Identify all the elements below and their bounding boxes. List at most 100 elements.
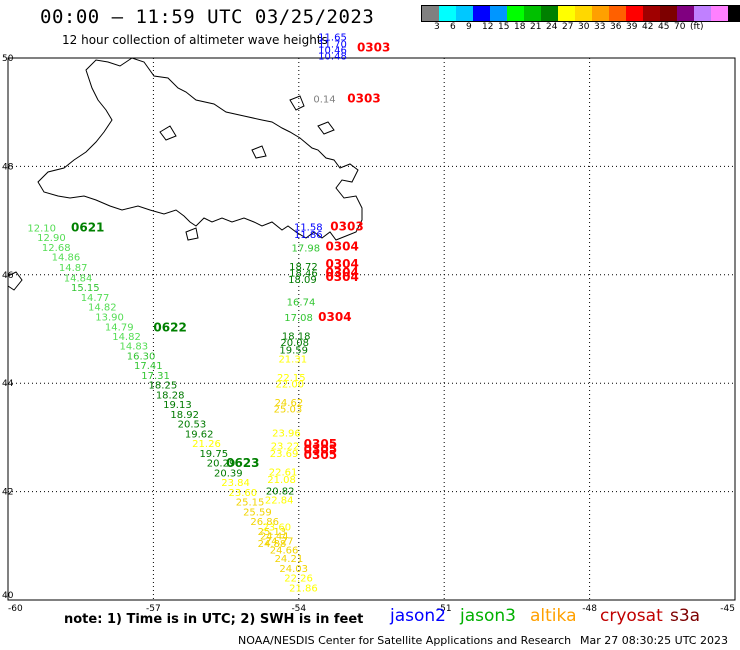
lon-tick-label: -54 [291, 604, 306, 614]
coast-fragment [185, 227, 199, 241]
legend-label: 12 [482, 22, 494, 32]
wave-height-label: 14.87 [59, 263, 88, 274]
wave-height-label: 22.26 [284, 574, 313, 585]
lon-tick-label: -57 [146, 604, 161, 614]
pass-date-label: 0304 [325, 265, 358, 279]
legend-swatch [728, 6, 740, 21]
wave-height-label: 14.82 [88, 303, 117, 314]
wave-height-label: 25.15 [236, 498, 265, 509]
legend-swatch [711, 6, 728, 21]
wave-height-label: 26.86 [250, 517, 279, 528]
wave-height-label: 16.30 [127, 351, 156, 362]
wave-height-label: 19.59 [279, 345, 308, 356]
coastline [7, 57, 363, 291]
wave-height-label: 23.96 [272, 428, 301, 439]
wave-height-label: 12.90 [37, 233, 66, 244]
map-border [7, 57, 736, 601]
legend-label: 24 [546, 22, 558, 32]
satellite-name-altika: altika [530, 606, 577, 626]
wave-height-label: 19.13 [163, 400, 192, 411]
legend-label: 21 [530, 22, 542, 32]
page-title: 00:00 – 11:59 UTC 03/25/2023 [40, 6, 375, 28]
generated-timestamp: Mar 27 08:30:25 UTC 2023 [580, 634, 728, 647]
wave-height-label: 18.28 [156, 390, 185, 401]
pass-date-label: 0622 [153, 321, 186, 335]
lat-tick-label: 46 [2, 271, 14, 281]
legend-label: 70 [674, 22, 686, 32]
legend-label: 9 [466, 22, 472, 32]
coast-fragment [159, 125, 177, 141]
legend-label: 18 [514, 22, 526, 32]
satellite-name-cryosat: cryosat [600, 606, 663, 626]
wave-height-label: 14.86 [52, 253, 81, 264]
legend-label: 36 [610, 22, 622, 32]
lat-tick-label: 40 [2, 591, 14, 601]
wave-height-label: 14.79 [105, 323, 134, 334]
pass-date-label: 0623 [226, 456, 259, 470]
wave-height-label: 17.08 [284, 313, 313, 324]
pass-date-label: 0304 [325, 257, 358, 271]
wave-height-label: 14.83 [119, 342, 148, 353]
legend-swatch [694, 6, 711, 21]
pass-date-label: 0305 [304, 448, 337, 462]
legend-label: 15 [498, 22, 510, 32]
legend-label: 3 [434, 22, 440, 32]
wave-height-label: 16.74 [287, 298, 316, 309]
wave-height-label: 11.58 [294, 222, 323, 233]
credit-text: NOAA/NESDIS Center for Satellite Applica… [238, 634, 572, 647]
lat-tick-label: 44 [2, 379, 14, 389]
legend-swatch [439, 6, 456, 21]
lat-tick-label: 48 [2, 162, 14, 172]
legend-swatch [507, 6, 524, 21]
legend-swatch [490, 6, 507, 21]
wave-height-label: 24.44 [260, 531, 289, 542]
pass-date-label: 0304 [318, 310, 351, 324]
legend-label: 33 [594, 22, 606, 32]
wave-height-label: 21.31 [278, 355, 307, 366]
coast-fragment [317, 121, 335, 135]
wave-height-label: 24.21 [275, 554, 304, 565]
legend-label: 30 [578, 22, 590, 32]
wave-height-label: 24.27 [265, 537, 294, 548]
wave-height-label: 0.14 [313, 94, 335, 105]
legend-swatch [541, 6, 558, 21]
wave-height-label: 13.90 [95, 312, 124, 323]
wave-height-label: 14.77 [81, 293, 110, 304]
pass-date-label: 0303 [330, 219, 363, 233]
legend-swatch [524, 6, 541, 21]
wave-height-label: 23.22 [271, 441, 300, 452]
legend-swatch [626, 6, 643, 21]
map-frame [7, 57, 736, 601]
wave-height-label: 14.84 [64, 273, 93, 284]
wave-height-label: 24.03 [279, 564, 308, 575]
legend-swatch [456, 6, 473, 21]
legend-swatch [422, 6, 439, 21]
units-note: note: 1) Time is in UTC; 2) SWH is in fe… [64, 612, 364, 627]
legend-label: 45 [658, 22, 670, 32]
wave-height-label: 19.75 [199, 449, 228, 460]
pass-date-label: 0303 [357, 40, 390, 54]
page-subtitle: 12 hour collection of altimeter wave hei… [62, 33, 328, 47]
legend-swatch [677, 6, 694, 21]
legend-swatch [609, 6, 626, 21]
wave-height-label: 23.84 [221, 478, 250, 489]
wave-height-label: 22.61 [269, 467, 298, 478]
pass-date-label: 0621 [71, 220, 104, 234]
coast-fragment [7, 271, 23, 291]
lon-tick-label: -60 [8, 604, 23, 614]
wave-height-label: 25.59 [243, 507, 272, 518]
wave-height-label: 11.70 [318, 40, 347, 51]
wave-height-label: 20.29 [207, 459, 236, 470]
newfoundland-coast [37, 57, 363, 241]
satellite-name-jason2: jason2 [390, 606, 446, 626]
legend-swatch [643, 6, 660, 21]
wave-height-label: 10.46 [318, 46, 347, 57]
pass-date-label: 0304 [325, 239, 358, 253]
wave-height-label: 17.98 [292, 243, 321, 254]
wave-height-label: 21.08 [267, 475, 296, 486]
wave-height-label: 24.62 [275, 398, 304, 409]
wave-height-label: 15.15 [71, 283, 100, 294]
color-legend [421, 5, 740, 22]
wave-height-label: 25.13 [258, 527, 287, 538]
